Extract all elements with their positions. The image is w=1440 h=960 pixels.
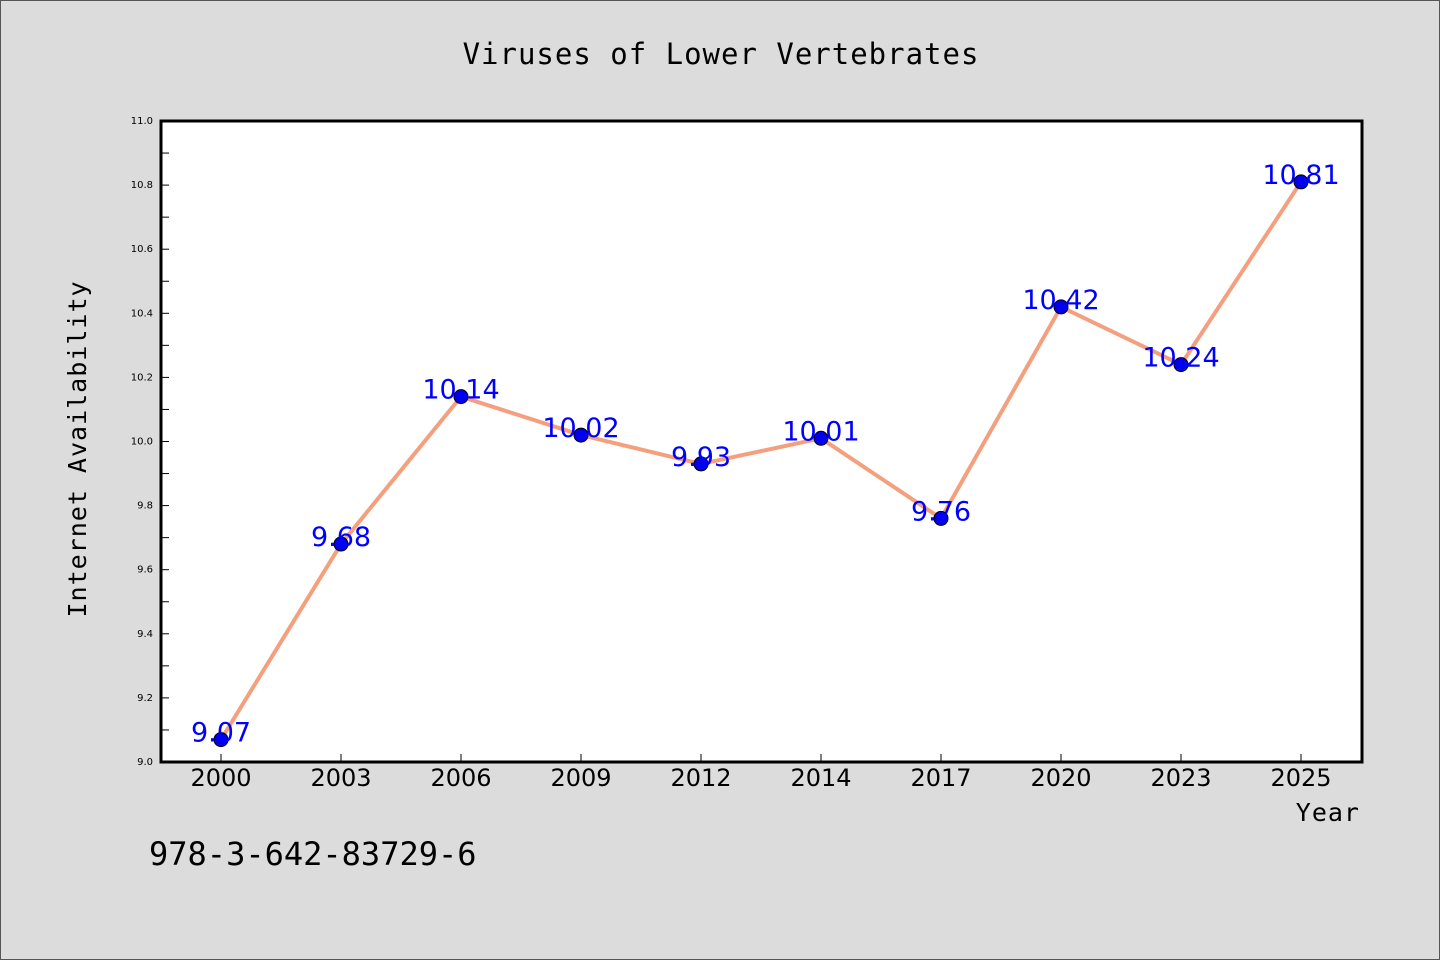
y-tick-label: 10.6 (131, 244, 153, 255)
series-line (219, 180, 1303, 741)
data-point (693, 456, 709, 472)
y-tick-label: 9.0 (137, 757, 153, 768)
x-tick-label: 2020 (1030, 764, 1091, 792)
data-point (1053, 299, 1069, 315)
x-tick-label: 2025 (1270, 764, 1331, 792)
x-tick-label: 2017 (910, 764, 971, 792)
x-axis-ticks: 2000 2003 2006 2009 2012 2014 2017 2020 2023 2025 (190, 754, 1332, 792)
data-label: 9.76 (911, 496, 971, 527)
y-tick-label: 10.4 (131, 308, 153, 319)
data-label: 10.14 (422, 375, 499, 406)
isbn-text: 978-3-642-83729-6 (149, 835, 477, 873)
data-label: 10.42 (1022, 285, 1099, 316)
data-point (813, 430, 829, 446)
y-tick-label: 10.0 (131, 437, 153, 448)
x-tick-label: 2009 (550, 764, 611, 792)
y-tick-label: 9.8 (137, 501, 153, 512)
plot-area (161, 121, 1362, 762)
x-tick-label: 2003 (310, 764, 371, 792)
data-label: 9.93 (671, 442, 731, 473)
chart-title: Viruses of Lower Vertebrates (463, 37, 980, 71)
x-tick-label: 2023 (1150, 764, 1211, 792)
x-tick-label: 2012 (670, 764, 731, 792)
y-tick-label: 9.6 (137, 565, 153, 576)
plot-frame (159, 119, 1364, 764)
data-label: 10.02 (542, 413, 619, 444)
y-tick-label: 11.0 (131, 116, 153, 127)
x-tick-label: 2014 (790, 764, 851, 792)
data-point (1293, 174, 1309, 190)
x-axis-label: Year (1296, 798, 1360, 827)
data-label: 9.68 (311, 522, 371, 553)
data-point (333, 536, 349, 552)
y-axis-label: Internet Availability (63, 280, 92, 617)
y-tick-label: 10.2 (131, 372, 153, 383)
data-labels: 9.07 9.68 10.14 10.02 9.93 10.01 9.76 10.42 10.2… (191, 160, 1340, 749)
data-point (213, 732, 229, 748)
y-tick-label: 9.2 (137, 693, 153, 704)
data-point (1173, 357, 1189, 373)
data-label: 10.81 (1262, 160, 1339, 191)
data-label: 10.01 (782, 416, 859, 447)
data-point (453, 389, 469, 405)
y-axis-ticks: 9.0 9.2 9.4 9.6 9.8 10.0 10.2 10.4 10.6 10.8 11.0 (131, 116, 169, 768)
data-label: 9.07 (191, 718, 251, 749)
data-label: 10.24 (1142, 343, 1219, 374)
x-tick-label: 2006 (430, 764, 491, 792)
y-tick-label: 9.4 (137, 629, 153, 640)
series-layer (213, 174, 1309, 748)
data-point (573, 427, 589, 443)
x-tick-label: 2000 (190, 764, 251, 792)
data-point (933, 510, 949, 526)
y-tick-label: 10.8 (131, 180, 153, 191)
